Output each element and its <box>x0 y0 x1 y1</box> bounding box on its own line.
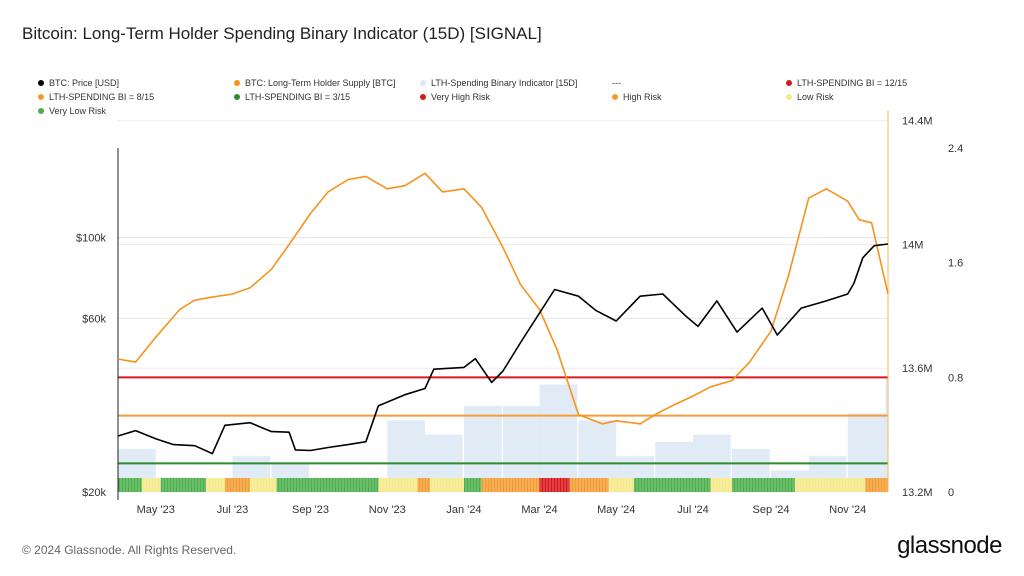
indicator-bar <box>655 441 693 478</box>
legend-item[interactable]: Low Risk <box>786 92 834 102</box>
chart-title: Bitcoin: Long-Term Holder Spending Binar… <box>22 24 542 43</box>
legend-label: BTC: Price [USD] <box>49 78 120 88</box>
legend-label: High Risk <box>623 92 662 102</box>
risk-segment <box>160 478 207 492</box>
x-tick-label: Sep '23 <box>292 504 329 516</box>
risk-segment <box>463 478 482 492</box>
y-right-supply-tick-label: 13.2M <box>902 487 933 499</box>
risk-segment <box>276 478 379 492</box>
risk-segment <box>206 478 225 492</box>
x-tick-label: Sep '24 <box>753 504 790 516</box>
legend-label: LTH-Spending Binary Indicator [15D] <box>431 78 578 88</box>
legend-label: --- <box>612 78 621 88</box>
x-tick-label: Nov '23 <box>369 504 406 516</box>
copyright-text: © 2024 Glassnode. All Rights Reserved. <box>22 543 237 557</box>
risk-segment <box>633 478 711 492</box>
legend-label: Very High Risk <box>431 92 491 102</box>
y-right-supply-tick-label: 14M <box>902 239 923 251</box>
legend-item[interactable]: Very High Risk <box>420 92 490 102</box>
risk-segment <box>141 478 161 492</box>
legend-swatch <box>420 80 426 86</box>
indicator-bar <box>578 420 617 478</box>
risk-segment <box>118 478 142 492</box>
indicator-bar <box>885 377 888 478</box>
legend-swatch <box>786 80 792 86</box>
legend-item[interactable]: LTH-SPENDING BI = 3/15 <box>234 92 350 102</box>
risk-segment <box>378 478 418 492</box>
legend-item[interactable]: LTH-SPENDING BI = 8/15 <box>38 92 154 102</box>
legend-item[interactable]: High Risk <box>612 92 662 102</box>
x-tick-label: Jan '24 <box>446 504 481 516</box>
indicator-bar <box>847 413 886 478</box>
legend-item[interactable]: BTC: Long-Term Holder Supply [BTC] <box>234 78 396 88</box>
indicator-bar <box>424 434 463 478</box>
chart-legend: BTC: Price [USD] BTC: Long-Term Holder Su… <box>38 78 938 126</box>
indicator-bar <box>616 456 654 478</box>
legend-swatch <box>234 80 240 86</box>
legend-item[interactable]: --- <box>612 78 621 88</box>
risk-segment <box>224 478 251 492</box>
legend-item[interactable]: LTH-SPENDING BI = 12/15 <box>786 78 907 88</box>
y-left-tick-label: $60k <box>82 313 106 325</box>
legend-swatch <box>38 80 44 86</box>
legend-label: Low Risk <box>797 92 834 102</box>
legend-swatch <box>38 94 44 100</box>
legend-swatch <box>38 108 44 114</box>
y-right-indicator-tick-label: 1.6 <box>948 258 963 270</box>
risk-segment <box>865 478 888 492</box>
indicator-bar <box>503 406 541 478</box>
y-left-tick-label: $20k <box>82 487 106 499</box>
risk-segment <box>417 478 431 492</box>
x-tick-label: Nov '24 <box>829 504 866 516</box>
risk-segment <box>794 478 866 492</box>
indicator-bar <box>692 434 731 478</box>
indicator-bar <box>463 406 502 478</box>
risk-segment <box>569 478 609 492</box>
risk-segment <box>731 478 795 492</box>
lth-supply-line <box>117 172 889 425</box>
y-right-supply-tick-label: 14.4M <box>902 116 933 128</box>
legend-item[interactable]: LTH-Spending Binary Indicator [15D] <box>420 78 577 88</box>
risk-segment <box>430 478 464 492</box>
legend-swatch <box>612 94 618 100</box>
risk-segment <box>608 478 634 492</box>
legend-swatch <box>786 94 792 100</box>
x-tick-label: May '24 <box>597 504 635 516</box>
risk-segment <box>250 478 277 492</box>
indicator-bar <box>271 463 310 478</box>
legend-label: Very Low Risk <box>49 106 107 116</box>
indicator-bar <box>808 456 847 478</box>
legend-label: LTH-SPENDING BI = 12/15 <box>797 78 908 88</box>
legend-label: LTH-SPENDING BI = 3/15 <box>245 92 351 102</box>
indicator-bar <box>770 470 809 478</box>
y-right-indicator-tick-label: 0.8 <box>948 372 963 384</box>
legend-item[interactable]: BTC: Price [USD] <box>38 78 119 88</box>
legend-label: LTH-SPENDING BI = 8/15 <box>49 92 155 102</box>
x-tick-label: Jul '24 <box>677 504 708 516</box>
indicator-bar <box>387 420 425 478</box>
price-line <box>117 243 889 455</box>
legend-swatch <box>234 94 240 100</box>
indicator-bar <box>232 456 271 478</box>
y-left-tick-label: $100k <box>76 233 106 245</box>
y-right-supply-tick-label: 13.6M <box>902 363 933 375</box>
risk-segment <box>539 478 570 492</box>
risk-segment <box>481 478 540 492</box>
x-tick-label: May '23 <box>137 504 175 516</box>
legend-swatch <box>420 94 426 100</box>
legend-label: BTC: Long-Term Holder Supply [BTC] <box>245 78 396 88</box>
legend-item[interactable]: Very Low Risk <box>38 106 106 116</box>
x-tick-label: Jul '23 <box>217 504 248 516</box>
risk-segment <box>710 478 732 492</box>
y-right-indicator-tick-label: 2.4 <box>948 143 963 155</box>
brand-logo: glassnode <box>897 532 1002 559</box>
x-tick-label: Mar '24 <box>521 504 557 516</box>
y-right-indicator-tick-label: 0 <box>948 487 954 499</box>
